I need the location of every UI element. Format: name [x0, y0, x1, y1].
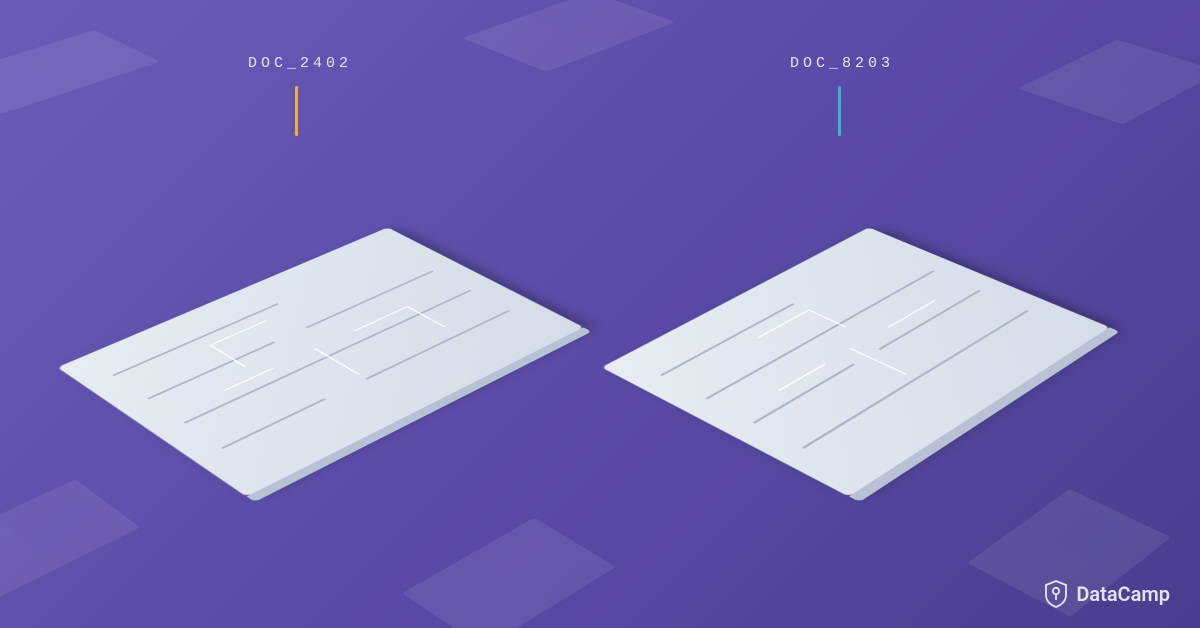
- connector: [209, 344, 247, 367]
- connector: [756, 310, 809, 339]
- connector: [850, 348, 907, 375]
- connector: [353, 307, 407, 332]
- ghost-platform: [0, 479, 140, 606]
- doc-pointer-left: [295, 86, 298, 136]
- brand-name: DataCamp: [1076, 582, 1170, 606]
- ghost-platform: [463, 0, 676, 72]
- tag-card-distributed: distributed: [762, 398, 837, 443]
- ghost-platform: [0, 30, 160, 114]
- tag-card-big: big: [955, 377, 988, 398]
- doc-label-right: DOC_8203: [790, 55, 894, 72]
- connector: [887, 300, 936, 328]
- main-card-python: PYTHON: [285, 323, 413, 383]
- ghost-platform: [1018, 40, 1200, 125]
- diagram-stage: DOC_2402 programming PYTHON: [0, 0, 1200, 628]
- tag-card-science: science: [193, 403, 269, 439]
- brand-logo: DataCamp: [1044, 580, 1170, 608]
- connector: [807, 309, 846, 327]
- platform-right: software HADOOP distributed framework bi…: [602, 228, 1110, 497]
- platform-left: programming PYTHON science analysis data: [58, 228, 584, 497]
- connector: [223, 367, 274, 391]
- ghost-platform: [402, 518, 616, 628]
- connector: [209, 320, 267, 346]
- connector: [778, 364, 826, 392]
- main-card-hadoop: HADOOP: [842, 319, 943, 379]
- doc-pointer-right: [838, 86, 841, 136]
- brand-shield-icon: [1044, 580, 1068, 608]
- connector: [314, 348, 360, 375]
- doc-label-left: DOC_2402: [248, 55, 352, 72]
- tag-card-data: data: [437, 354, 485, 378]
